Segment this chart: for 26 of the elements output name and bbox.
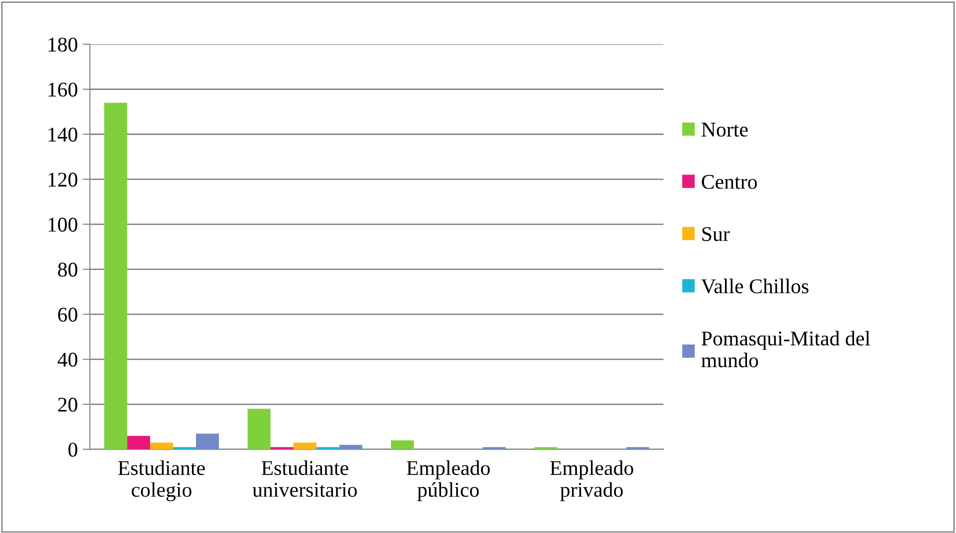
legend-label: Sur: [702, 227, 730, 242]
y-tick-label: 60: [58, 308, 78, 322]
y-tick-label: 40: [58, 352, 78, 367]
y-tick-label: 180: [48, 38, 78, 52]
bar: [196, 434, 219, 450]
bar: [104, 102, 128, 450]
legend-label: Norte: [702, 122, 748, 137]
x-tick-label: Empleado público: [406, 460, 490, 502]
legend-label: Pomasqui-Mitad del mundo: [701, 330, 870, 368]
y-tick-label: 20: [58, 398, 78, 412]
x-tick-label: Estudiante universitario: [252, 460, 357, 497]
bar: [293, 442, 316, 450]
y-tick-label: 0: [68, 442, 78, 457]
y-tick-label: 140: [48, 128, 78, 142]
legend-label: Centro: [702, 174, 757, 189]
x-tick-label: Empleado privado: [550, 460, 634, 502]
bar: [127, 436, 150, 450]
x-tick-label: Estudiante colegio: [118, 460, 205, 502]
bar: [150, 442, 174, 450]
y-tick-label: 100: [48, 218, 78, 232]
bar: [391, 440, 414, 450]
y-tick-label: 80: [58, 262, 78, 277]
legend-label: Valle Chillos: [701, 278, 808, 294]
y-tick-label: 120: [48, 172, 78, 187]
bar: [248, 408, 271, 450]
y-tick-label: 160: [48, 82, 78, 97]
